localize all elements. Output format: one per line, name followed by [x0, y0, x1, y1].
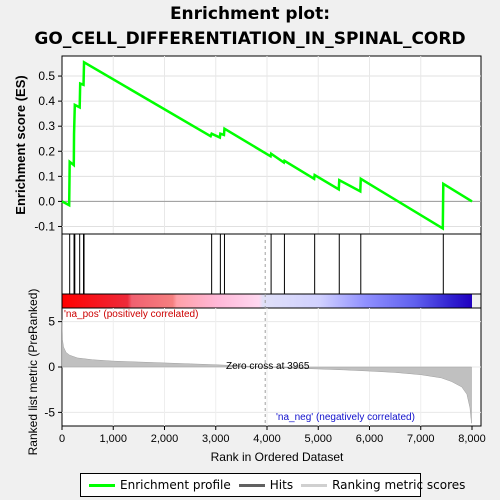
- es-y-tick-label: 0.3: [38, 119, 55, 133]
- rank-x-tick-label: 0: [59, 433, 65, 445]
- es-y-tick-label: 0.0: [38, 194, 55, 208]
- legend-item-enrichment-profile: Enrichment profile: [89, 478, 231, 492]
- rank-x-tick-label: 2,000: [151, 433, 179, 445]
- es-y-tick-label: 0.2: [38, 144, 55, 158]
- rank-x-tick-label: 3,000: [202, 433, 230, 445]
- enrichment-profile-line: [61, 60, 473, 231]
- hit-marks: [69, 234, 444, 294]
- es-panel: [61, 55, 482, 235]
- legend-label-hits: Hits: [269, 478, 294, 492]
- es-y-ticks: -0.1 0.0 0.1 0.2 0.3 0.4 0.5: [34, 69, 62, 233]
- rank-x-tick-label: 6,000: [356, 433, 384, 445]
- es-y-axis-label: Enrichment score (ES): [13, 75, 28, 214]
- rank-y-tick-label: -5: [44, 405, 55, 419]
- es-y-tick-label: -0.1: [34, 219, 55, 233]
- zero-cross-label: Zero cross at 3965: [226, 361, 310, 372]
- legend-item-hits: Hits: [238, 478, 294, 492]
- legend-label-enrichment-profile: Enrichment profile: [120, 478, 231, 492]
- es-y-tick-label: 0.1: [38, 169, 55, 183]
- na-pos-label: 'na_pos' (positively correlated): [64, 309, 198, 320]
- rank-x-tick-label: 7,000: [407, 433, 435, 445]
- legend-item-ranking-metric: Ranking metric scores: [301, 478, 465, 492]
- enrichment-plot: -0.1 0.0 0.1 0.2 0.3 0.4 0.5 Enrichment score …: [13, 55, 486, 464]
- rank-x-tick-label: 8,000: [458, 433, 486, 445]
- rank-y-tick-label: 5: [48, 315, 55, 329]
- chart-title-line2: GO_CELL_DIFFERENTIATION_IN_SPINAL_CORD: [34, 29, 466, 49]
- rank-x-tick-label: 1,000: [99, 433, 127, 445]
- rank-y-tick-label: 0: [48, 360, 55, 374]
- es-y-tick-label: 0.4: [38, 94, 55, 108]
- legend-swatch-enrichment-profile: [89, 483, 115, 487]
- es-y-tick-label: 0.5: [38, 69, 55, 83]
- legend-swatch-hits: [238, 483, 265, 487]
- rank-x-tick-label: 4,000: [253, 433, 281, 445]
- na-neg-label: 'na_neg' (negatively correlated): [276, 412, 415, 423]
- rank-x-axis-label: Rank in Ordered Dataset: [211, 450, 344, 464]
- legend: Enrichment profile Hits Ranking metric s…: [80, 473, 465, 497]
- es-gridlines: [62, 56, 481, 234]
- legend-swatch-ranking-metric: [301, 483, 328, 487]
- ranking-heatmap-bar: [62, 294, 472, 308]
- rank-x-ticks: 0 1,000 2,000 3,000 4,000 5,000 6,000 7,000 8,00…: [59, 426, 486, 445]
- chart-title-line1: Enrichment plot:: [169, 4, 331, 24]
- rank-x-tick-label: 5,000: [304, 433, 332, 445]
- legend-label-ranking-metric: Ranking metric scores: [332, 478, 466, 492]
- rank-y-axis-label: Ranked list metric (PreRanked): [26, 289, 40, 456]
- rank-y-ticks: -5 0 5: [44, 315, 62, 419]
